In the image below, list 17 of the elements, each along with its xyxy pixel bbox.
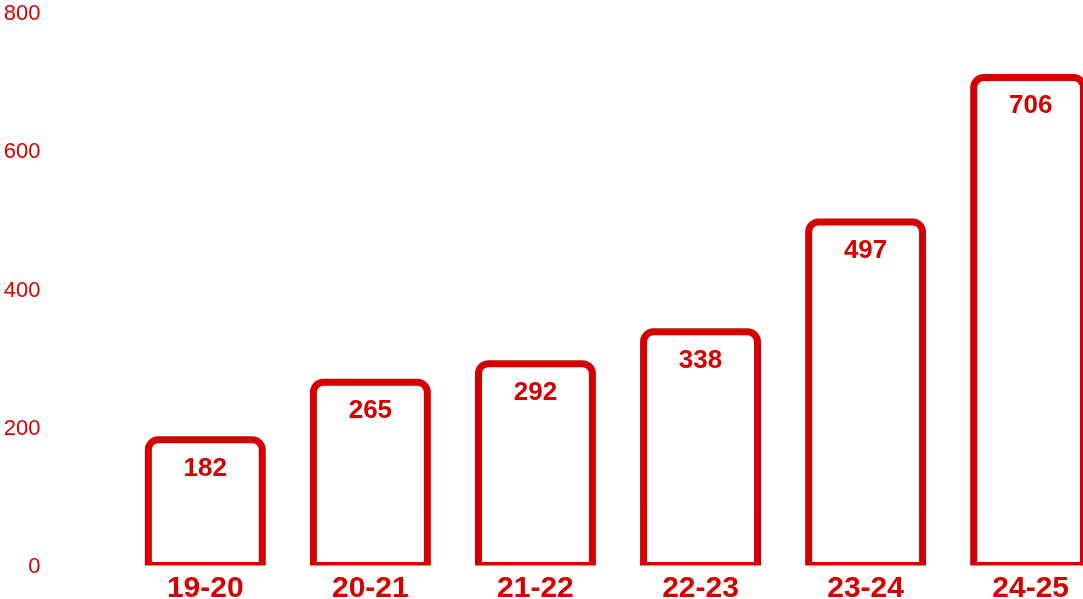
data-label: 706 [1008,89,1053,120]
x-tick-label: 24-25 [992,569,1070,599]
x-tick-label: 20-21 [332,569,409,599]
y-tick-label: 0 [28,553,41,578]
y-tick-label: 600 [3,138,41,164]
data-label: 497 [843,233,888,264]
data-label: 292 [513,375,558,406]
y-tick-label: 200 [3,414,41,440]
y-tick-label: 800 [3,0,41,25]
x-tick-label: 19-20 [166,569,244,599]
x-tick-label: 21-22 [497,569,574,599]
x-tick-label: 23-24 [827,569,905,599]
data-label: 182 [183,451,228,482]
data-label: 338 [678,343,723,374]
y-tick-label: 400 [3,276,41,302]
x-tick-label: 22-23 [662,569,739,599]
data-label: 265 [348,394,393,425]
